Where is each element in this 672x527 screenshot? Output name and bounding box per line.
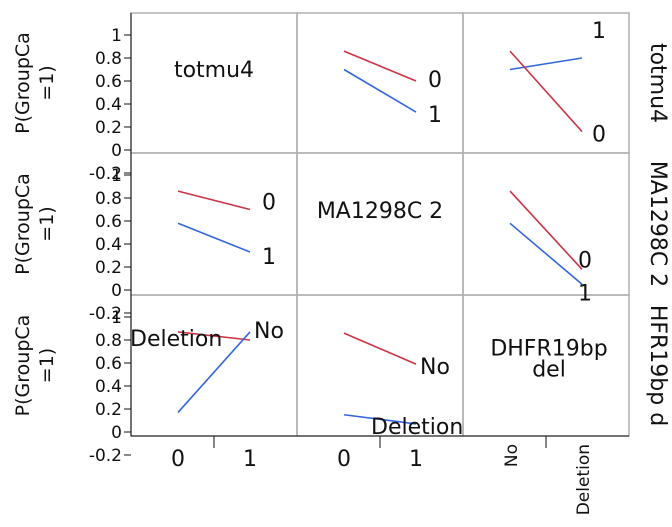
y-axis-label-line1: P(GroupCa	[12, 173, 34, 275]
row-strip-label: HFR19bp d	[645, 305, 670, 426]
y-axis-label-line1: P(GroupCa	[12, 315, 34, 417]
y-tick-label: 1	[111, 308, 122, 328]
y-tick-label: 0.6	[95, 72, 122, 92]
series-line	[343, 50, 417, 82]
series-end-label: No	[420, 355, 450, 380]
panel-frame	[130, 12, 298, 154]
series-end-label: 0	[578, 248, 592, 273]
row-strip-label: totmu4	[645, 43, 670, 123]
series-end-label: 1	[262, 245, 276, 270]
row-strip-label: MA1298C 2	[645, 161, 670, 287]
series-line	[509, 190, 583, 270]
x-tick-label: 0	[337, 447, 351, 472]
x-tick-label: 0	[171, 447, 185, 472]
y-tick-label: -0.2	[89, 164, 122, 184]
y-axis-label: P(GroupCa =1)	[12, 315, 58, 417]
series-end-label: 0	[592, 123, 606, 148]
series-end-label: 1	[578, 281, 592, 306]
series-end-label: 1	[592, 19, 606, 44]
y-axis-label-line2: =1)	[36, 65, 58, 100]
y-tick-label: 0	[111, 141, 122, 161]
panel-frame	[130, 152, 298, 296]
y-tick-label: -0.2	[89, 304, 122, 324]
series-line	[177, 190, 251, 211]
y-axis-label-line2: =1)	[36, 348, 58, 383]
series-line	[177, 331, 251, 341]
y-tick-label: -0.2	[89, 446, 122, 466]
diagonal-factor-label: DHFR19bp	[490, 337, 607, 362]
y-tick-label: 0.4	[95, 377, 122, 397]
panel-frame	[462, 152, 630, 296]
series-end-label: No	[254, 319, 284, 344]
y-tick-label: 0.2	[95, 400, 122, 420]
y-tick-label: 0.6	[95, 354, 122, 374]
x-tick-label: Deletion	[574, 444, 594, 515]
y-tick-label: 0.6	[95, 212, 122, 232]
series-end-label: 0	[428, 68, 442, 93]
y-tick-label: 0.8	[95, 49, 122, 69]
y-axis-label-line2: =1)	[36, 206, 58, 241]
x-tick-label: 1	[409, 447, 423, 472]
y-tick-label: 0.8	[95, 331, 122, 351]
y-axis-label-line1: P(GroupCa	[12, 32, 34, 134]
series-line	[343, 68, 417, 113]
y-tick-label: 0.4	[95, 235, 122, 255]
y-tick-label: 0	[111, 423, 122, 443]
diagonal-factor-label: del	[532, 358, 566, 383]
series-line	[509, 50, 583, 133]
y-tick-label: 0.4	[95, 95, 122, 115]
y-axis-label: P(GroupCa =1)	[12, 173, 58, 275]
panel-frame	[130, 294, 298, 437]
x-tick-label: No	[502, 444, 522, 467]
y-tick-label: 0.2	[95, 118, 122, 138]
series-line	[343, 332, 417, 365]
y-tick-label: 0	[111, 281, 122, 301]
y-axis-label: P(GroupCa =1)	[12, 32, 58, 134]
series-end-label: Deletion	[130, 327, 222, 352]
series-line	[343, 413, 417, 425]
series-line	[177, 222, 251, 253]
panel-frame	[296, 152, 464, 296]
y-tick-label: 1	[111, 26, 122, 46]
series-end-label: 1	[428, 103, 442, 128]
diagonal-factor-label: MA1298C 2	[317, 199, 443, 224]
x-tick-label: 1	[243, 447, 257, 472]
diagonal-factor-label: totmu4	[174, 58, 254, 83]
y-tick-label: 0.8	[95, 189, 122, 209]
series-line	[509, 222, 583, 285]
series-end-label: 0	[262, 191, 276, 216]
series-line	[509, 57, 583, 71]
series-end-label: Deletion	[371, 415, 463, 440]
y-tick-label: 1	[111, 166, 122, 186]
y-tick-label: 0.2	[95, 258, 122, 278]
series-line	[177, 331, 251, 413]
